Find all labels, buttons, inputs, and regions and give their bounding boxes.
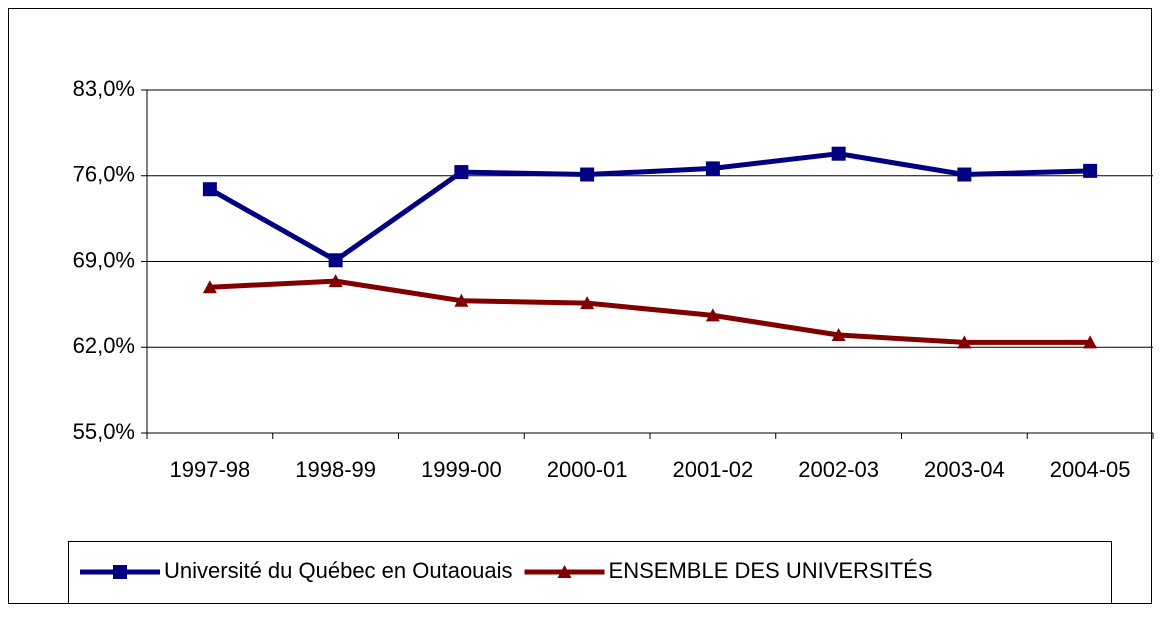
marker — [113, 565, 127, 579]
marker — [831, 146, 846, 161]
x-tick-label: 1999-00 — [421, 457, 502, 482]
marker — [957, 335, 972, 349]
marker — [705, 308, 720, 322]
marker — [580, 167, 595, 182]
marker — [328, 253, 343, 268]
marker — [202, 182, 217, 197]
x-tick-label: 2000-01 — [547, 457, 628, 482]
series-line — [208, 151, 1091, 263]
y-tick-label: 69,0% — [73, 247, 135, 272]
x-tick-label: 2004-05 — [1050, 457, 1131, 482]
marker — [1083, 163, 1098, 178]
y-tick-label: 83,0% — [73, 76, 135, 101]
x-tick-label: 1997-98 — [170, 457, 251, 482]
marker — [557, 565, 572, 578]
x-tick-label: 2002-03 — [798, 457, 879, 482]
x-tick-label: 2001-02 — [673, 457, 754, 482]
marker — [957, 167, 972, 182]
y-tick-label: 55,0% — [73, 419, 135, 444]
marker — [328, 274, 343, 288]
legend-label: ENSEMBLE DES UNIVERSITÉS — [609, 558, 933, 583]
y-tick-label: 62,0% — [73, 333, 135, 358]
marker — [831, 328, 846, 341]
marker — [1083, 335, 1098, 349]
marker — [705, 161, 720, 176]
legend-label: Université du Québec en Outaouais — [164, 558, 513, 583]
marker — [454, 293, 469, 307]
chart-frame — [8, 8, 1152, 604]
series-line — [209, 278, 1091, 345]
x-tick-label: 2003-04 — [924, 457, 1005, 482]
y-tick-label: 76,0% — [73, 162, 135, 187]
marker — [454, 165, 469, 180]
x-tick-label: 1998-99 — [295, 457, 376, 482]
marker — [202, 280, 217, 294]
marker — [580, 296, 595, 310]
